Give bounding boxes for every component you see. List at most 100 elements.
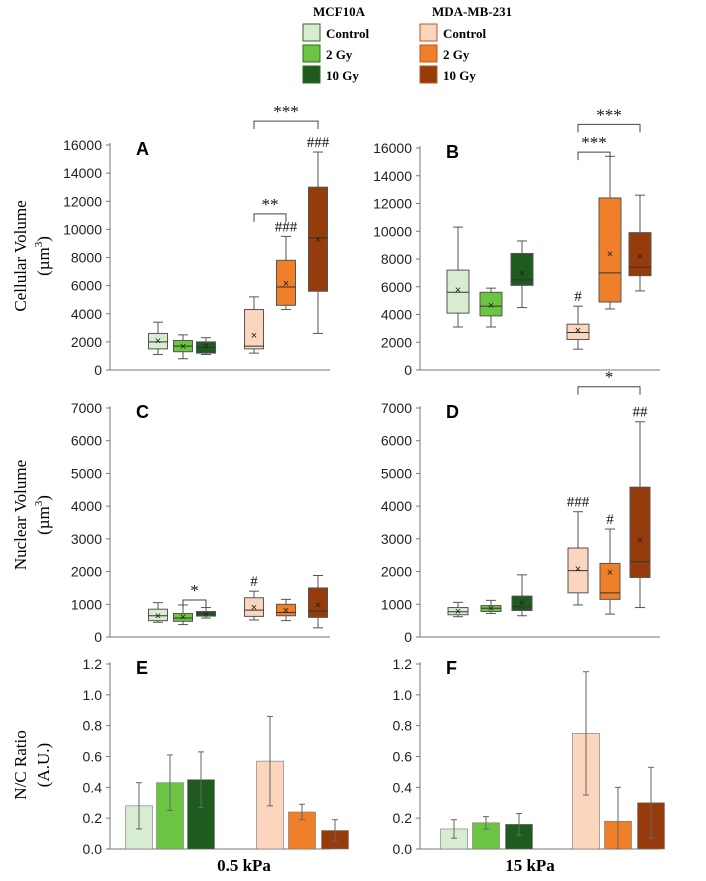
y-tick-label: 10000 — [373, 223, 412, 239]
y-tick-label: 16000 — [63, 137, 102, 153]
column-label-0-5kpa: 0.5 kPa — [217, 856, 271, 875]
y-tick-label: 0.8 — [83, 718, 103, 734]
box-mean-marker: × — [283, 278, 289, 290]
bracket-label: *** — [596, 105, 622, 124]
y-tick-label: 1.0 — [83, 687, 103, 703]
y-tick-label: 2000 — [71, 334, 102, 350]
panel-b: B0200040006000800010000120001400016000××… — [373, 105, 660, 378]
bar-6 — [637, 766, 665, 850]
box-mean-marker: × — [637, 535, 643, 547]
row-label-nuclear-line1: Nuclear Volume — [11, 460, 30, 570]
box-mean-marker: × — [315, 234, 321, 246]
significance-label: ### — [307, 135, 330, 151]
bracket-label: * — [190, 581, 199, 600]
legend-swatch-mcf-control — [302, 23, 321, 42]
box-1: × — [148, 602, 168, 623]
significance-label: # — [606, 512, 614, 528]
significance-label: ## — [633, 405, 649, 421]
legend-swatch-mda-control — [419, 23, 438, 42]
significance-label: ### — [567, 495, 590, 511]
y-tick-label: 0.2 — [83, 810, 103, 826]
box-mean-marker: × — [155, 335, 161, 347]
y-tick-label: 0 — [94, 629, 102, 645]
box-mean-marker: × — [180, 612, 186, 624]
y-tick-label: 3000 — [71, 531, 102, 547]
y-tick-label: 0.0 — [83, 841, 103, 857]
row-label-cellular: Cellular Volume (µm3) — [11, 200, 53, 311]
box-mean-marker: × — [607, 567, 613, 579]
box-4: ×# — [566, 289, 590, 350]
box-2: × — [480, 599, 502, 615]
box-mean-marker: × — [575, 563, 581, 575]
box-mean-marker: × — [203, 341, 209, 353]
box-3: × — [510, 240, 534, 309]
y-tick-label: 7000 — [381, 400, 412, 416]
box-mean-marker: × — [488, 300, 494, 312]
significance-bracket: * — [577, 368, 641, 395]
legend-label-mda-10gy: 10 Gy — [443, 68, 476, 83]
y-tick-label: 14000 — [63, 165, 102, 181]
box-2: × — [173, 604, 193, 626]
y-tick-label: 0.6 — [393, 749, 413, 765]
box-5: × — [276, 598, 296, 622]
bracket-line — [577, 123, 641, 133]
box-mean-marker: × — [203, 609, 209, 621]
box-mean-marker: × — [315, 599, 321, 611]
box-body — [148, 332, 168, 350]
bracket-label: *** — [273, 102, 299, 121]
column-label-15kpa: 15 kPa — [505, 856, 555, 875]
significance-label: ### — [275, 219, 298, 235]
box-3: × — [511, 574, 533, 617]
panel-letter: A — [136, 139, 149, 159]
bar-1 — [440, 819, 468, 850]
box-body — [244, 309, 264, 350]
y-tick-label: 12000 — [63, 193, 102, 209]
y-tick-label: 12000 — [373, 196, 412, 212]
y-tick-label: 0.2 — [393, 810, 413, 826]
legend-label-mda-2gy: 2 Gy — [443, 47, 470, 62]
legend-label-mcf-control: Control — [326, 26, 369, 41]
y-tick-label: 6000 — [71, 433, 102, 449]
box-5: ×# — [599, 512, 621, 615]
panel-letter: F — [446, 658, 457, 678]
box-body — [566, 323, 590, 340]
box-body — [446, 269, 470, 314]
legend-swatch-mda-10gy — [419, 65, 438, 84]
significance-bracket: ** — [253, 195, 287, 222]
box-mean-marker: × — [455, 285, 461, 297]
box-body — [479, 291, 503, 317]
y-tick-label: 3000 — [381, 531, 412, 547]
y-tick-label: 7000 — [71, 400, 102, 416]
box-mean-marker: × — [455, 606, 461, 618]
row-label-nuclear-line2: (µm3) — [33, 495, 53, 535]
y-tick-label: 1000 — [381, 596, 412, 612]
box-6: × — [308, 574, 328, 629]
row-label-ratio-line2: (A.U.) — [34, 743, 53, 787]
box-body — [447, 607, 469, 616]
box-4: × ### — [567, 495, 590, 606]
y-tick-label: 0.6 — [83, 749, 103, 765]
box-mean-marker: × — [607, 248, 613, 260]
y-tick-label: 0.4 — [83, 779, 103, 795]
box-mean-marker: × — [519, 268, 525, 280]
y-tick-label: 8000 — [71, 250, 102, 266]
y-tick-label: 0.0 — [393, 841, 413, 857]
row-label-ratio-line1: N/C Ratio — [11, 730, 30, 799]
significance-bracket: *** — [577, 105, 641, 133]
legend-swatch-mda-2gy — [419, 44, 438, 63]
bracket-line — [182, 599, 207, 609]
box-mean-marker: × — [637, 251, 643, 263]
box-1: × — [447, 601, 469, 618]
legend: MCF10A MDA-MB-231 Control 2 Gy 10 Gy Con… — [302, 4, 512, 84]
y-tick-label: 0 — [94, 362, 102, 378]
y-tick-label: 14000 — [373, 168, 412, 184]
box-body — [510, 252, 534, 286]
legend-label-mda-control: Control — [443, 26, 486, 41]
box-5: × — [598, 155, 622, 310]
bar-2 — [156, 754, 184, 850]
legend-swatch-mcf-2gy — [302, 44, 321, 63]
row-label-nuclear: Nuclear Volume (µm3) — [11, 460, 53, 570]
